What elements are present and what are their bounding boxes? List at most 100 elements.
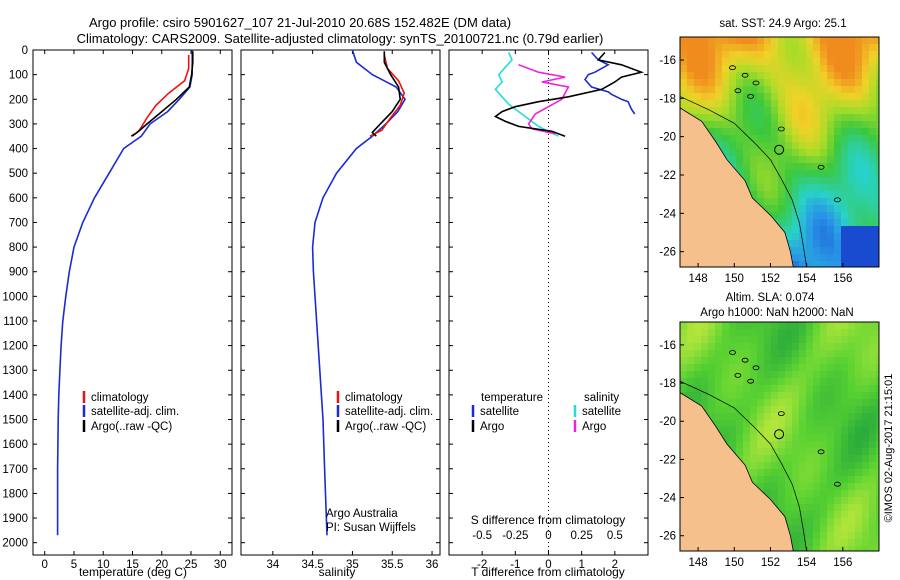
map-cell bbox=[834, 336, 841, 343]
t-diff-tick-label: -1 bbox=[510, 559, 520, 571]
map-cell bbox=[764, 177, 771, 184]
map-cell bbox=[827, 240, 834, 247]
map-cell bbox=[855, 329, 862, 336]
map-cell bbox=[841, 329, 848, 336]
reef-outline bbox=[752, 80, 760, 86]
map-cell bbox=[820, 58, 827, 65]
map-cell bbox=[813, 322, 820, 329]
map-cell bbox=[827, 420, 834, 427]
map-cell bbox=[813, 100, 820, 107]
map-cell bbox=[771, 364, 778, 371]
map-cell bbox=[813, 392, 820, 399]
map-cell bbox=[792, 51, 799, 58]
map-cell bbox=[806, 546, 813, 551]
map-cell bbox=[806, 261, 813, 267]
map-cell bbox=[757, 455, 764, 462]
map-cell bbox=[834, 364, 841, 371]
map-cell bbox=[855, 156, 862, 163]
map-cell bbox=[708, 79, 715, 86]
map-cell bbox=[869, 350, 876, 357]
map-cell bbox=[757, 476, 764, 483]
map-cell bbox=[848, 72, 855, 79]
map-cell bbox=[834, 226, 841, 233]
lat-tick-label: -18 bbox=[659, 93, 676, 105]
map-cell bbox=[813, 532, 820, 539]
map-cell bbox=[799, 357, 806, 364]
map-cell bbox=[869, 86, 876, 93]
map-cell bbox=[799, 233, 806, 240]
map-cell bbox=[869, 413, 876, 420]
map-cell bbox=[694, 343, 701, 350]
map-cell bbox=[813, 504, 820, 511]
map-cell bbox=[869, 212, 876, 219]
temperature-tick-label: 20 bbox=[155, 559, 168, 571]
map-cell bbox=[876, 336, 879, 343]
map-cell bbox=[729, 427, 736, 434]
map-cell bbox=[799, 261, 806, 267]
map-cell bbox=[855, 385, 862, 392]
map-cell bbox=[694, 37, 701, 44]
map-cell bbox=[827, 434, 834, 441]
map-cell bbox=[701, 51, 708, 58]
map-cell bbox=[722, 107, 729, 114]
map-cell bbox=[722, 58, 729, 65]
map-cell bbox=[827, 247, 834, 254]
map-cell bbox=[708, 371, 715, 378]
map-cell bbox=[813, 455, 820, 462]
map-cell bbox=[862, 448, 869, 455]
map-cell bbox=[680, 44, 687, 51]
map-cell bbox=[827, 385, 834, 392]
map-cell bbox=[785, 184, 792, 191]
map-cell bbox=[876, 413, 879, 420]
map-cell bbox=[757, 336, 764, 343]
map-cell bbox=[813, 364, 820, 371]
map-cell bbox=[869, 261, 876, 267]
map-cell bbox=[778, 121, 785, 128]
salinity-tick-label: 35.5 bbox=[381, 559, 403, 571]
map-cell bbox=[792, 107, 799, 114]
temperature-axis-label: temperature (deg C) bbox=[79, 565, 187, 579]
lon-tick-label: 150 bbox=[725, 273, 744, 285]
map-cell bbox=[876, 483, 879, 490]
map-cell bbox=[848, 233, 855, 240]
map-cell bbox=[764, 100, 771, 107]
map-cell bbox=[792, 86, 799, 93]
map-cell bbox=[757, 364, 764, 371]
map-cell bbox=[862, 483, 869, 490]
map-cell bbox=[778, 65, 785, 72]
map-cell bbox=[806, 86, 813, 93]
map-cell bbox=[855, 476, 862, 483]
map-cell bbox=[862, 518, 869, 525]
sst-map-title: sat. SST: 24.9 Argo: 25.1 bbox=[719, 18, 846, 30]
map-cell bbox=[799, 420, 806, 427]
map-cell bbox=[736, 135, 743, 142]
temperature-legend: climatology satellite-adj. clim. Argo(..… bbox=[82, 391, 179, 433]
map-cell bbox=[876, 114, 879, 121]
map-cell bbox=[841, 476, 848, 483]
map-cell bbox=[701, 72, 708, 79]
map-cell bbox=[869, 392, 876, 399]
map-cell bbox=[820, 413, 827, 420]
map-cell bbox=[701, 357, 708, 364]
map-cell bbox=[729, 86, 736, 93]
map-cell bbox=[848, 364, 855, 371]
annotation-argo-australia: Argo Australia bbox=[326, 508, 398, 520]
map-cell bbox=[715, 107, 722, 114]
map-cell bbox=[708, 93, 715, 100]
map-cell bbox=[862, 247, 869, 254]
map-cell bbox=[813, 135, 820, 142]
map-cell bbox=[841, 532, 848, 539]
map-cell bbox=[771, 413, 778, 420]
map-cell bbox=[785, 114, 792, 121]
map-cell bbox=[729, 336, 736, 343]
map-cell bbox=[771, 198, 778, 205]
map-cell bbox=[680, 322, 687, 329]
map-cell bbox=[694, 100, 701, 107]
map-cell bbox=[848, 149, 855, 156]
map-cell bbox=[680, 371, 687, 378]
map-cell bbox=[722, 65, 729, 72]
map-cell bbox=[876, 37, 879, 44]
map-cell bbox=[820, 329, 827, 336]
map-cell bbox=[764, 490, 771, 497]
reef-outline bbox=[817, 449, 825, 455]
